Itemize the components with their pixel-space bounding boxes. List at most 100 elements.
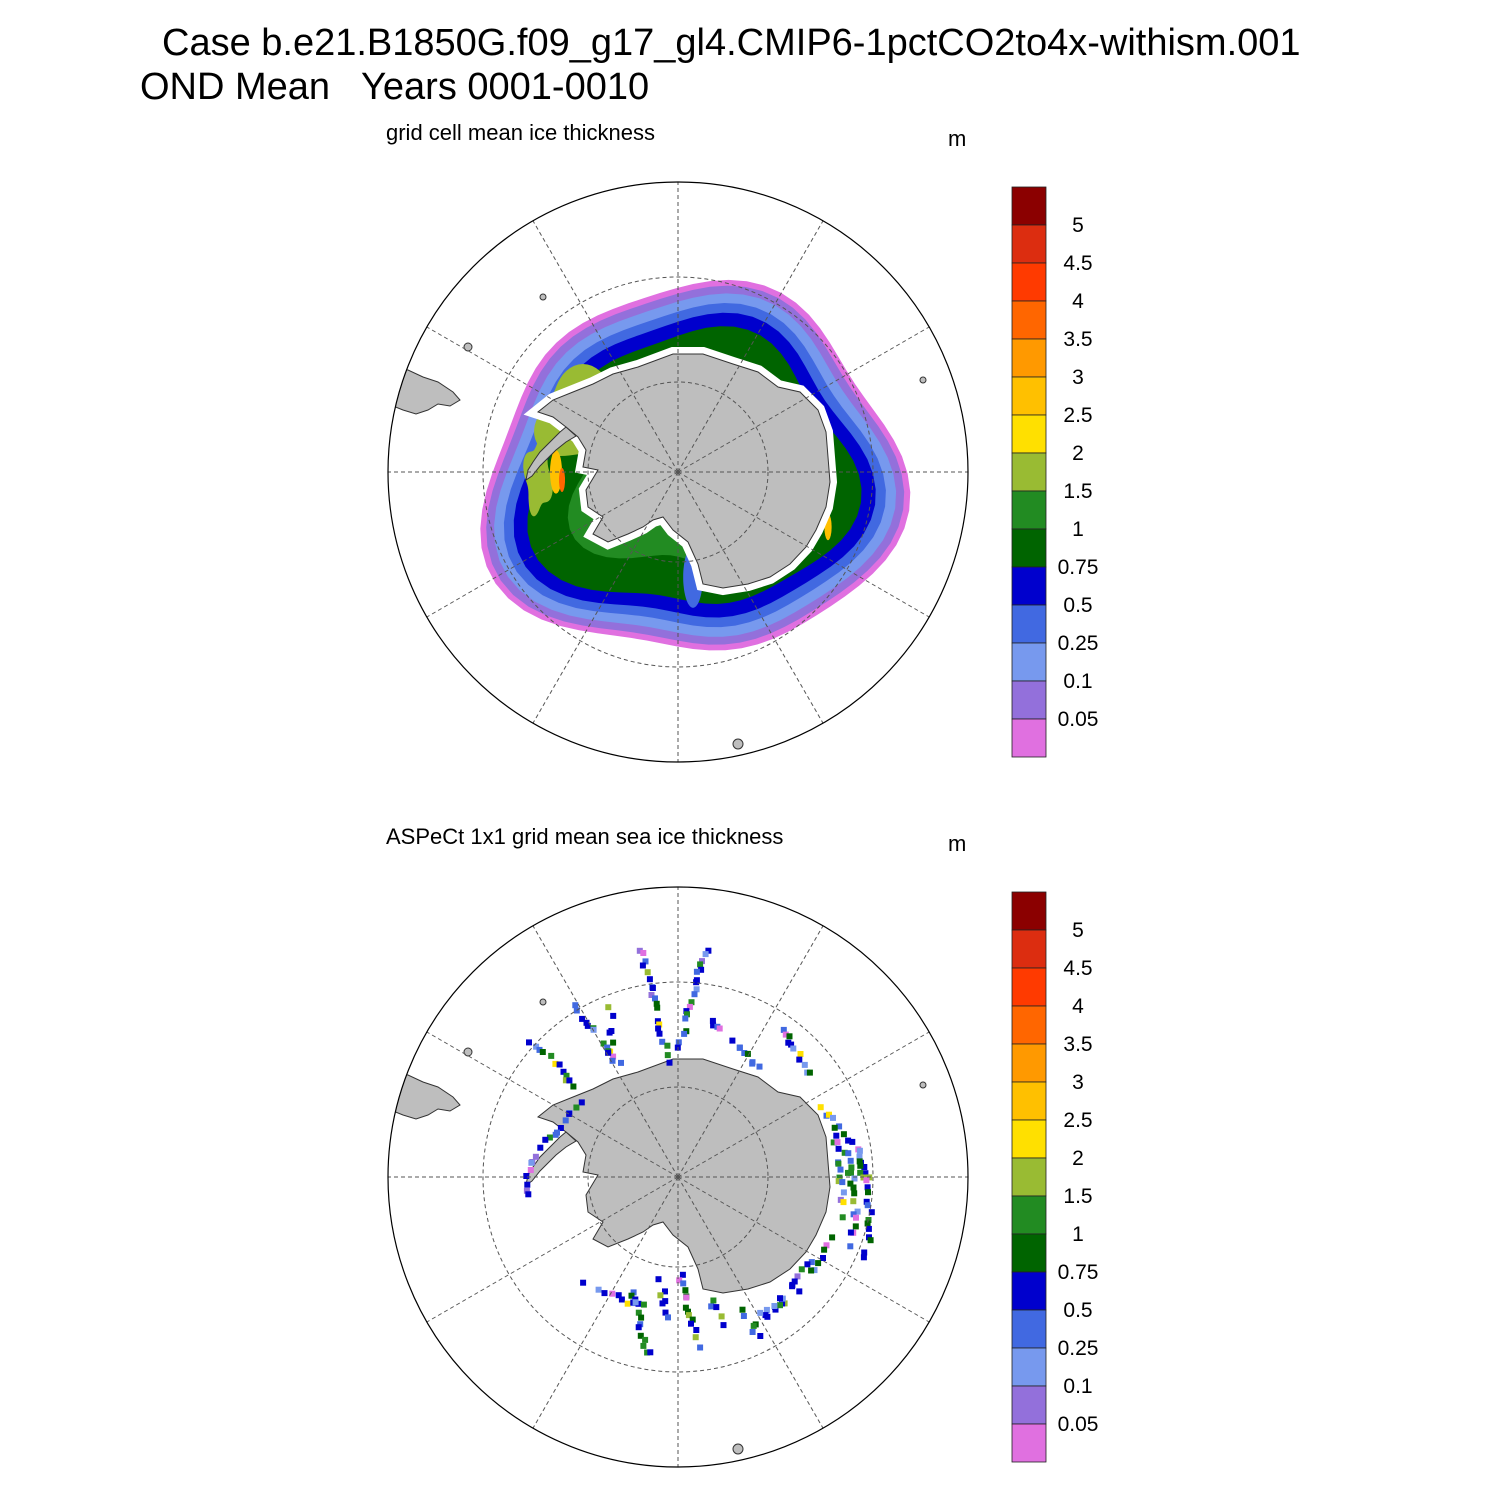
observation-cell (532, 1153, 539, 1160)
observation-cell (563, 1072, 570, 1079)
meridian-line (677, 1031, 930, 1178)
observation-cell (771, 1303, 778, 1309)
observation-cell (749, 1060, 756, 1067)
colorbar-label: 2 (1072, 442, 1084, 465)
observation-cell (682, 1287, 689, 1294)
observation-cell (533, 1043, 540, 1050)
observation-cell (697, 961, 704, 968)
observation-cell (815, 1260, 822, 1267)
observation-cell (850, 1184, 857, 1191)
observation-cell (835, 1178, 842, 1185)
observation-cell (542, 1136, 549, 1143)
observation-cell (595, 1286, 602, 1293)
colorbar-box (1011, 1385, 1047, 1425)
observation-cell (780, 1026, 787, 1033)
island (919, 1081, 927, 1089)
observation-cell (552, 1060, 559, 1067)
colorbar-box (1011, 262, 1047, 302)
observation-cell (850, 1211, 857, 1218)
observation-cell (691, 991, 698, 998)
colorbar-label: 0.05 (1058, 708, 1099, 731)
observation-cell (865, 1189, 871, 1196)
colorbar-box (1011, 224, 1047, 264)
observation-cell (579, 1015, 586, 1022)
colorbar-box (1011, 967, 1047, 1007)
observation-cell (662, 1309, 669, 1316)
observation-cell (851, 1175, 858, 1182)
colorbar-box (1011, 186, 1047, 226)
observation-cell (609, 1290, 616, 1297)
observation-cell (856, 1153, 863, 1160)
colorbar-box (1011, 1271, 1047, 1311)
observation-cell (684, 1011, 690, 1018)
observation-cell (562, 1117, 569, 1124)
observation-cell (656, 1030, 663, 1037)
island (539, 293, 547, 301)
observation-cell (772, 1306, 779, 1313)
observation-cell (830, 1114, 836, 1121)
observation-cell (804, 1261, 811, 1268)
observation-cell (864, 1184, 871, 1191)
observation-cell (756, 1063, 763, 1070)
colorbar-box (1011, 300, 1047, 340)
observation-cell (831, 1124, 838, 1131)
observation-cell (806, 1069, 813, 1076)
observation-cell (590, 1026, 597, 1033)
observation-cell (680, 1280, 687, 1287)
observation-cell (718, 1313, 725, 1320)
falkland-islands (463, 1047, 473, 1057)
observation-cell (642, 1336, 649, 1343)
observation-cell (821, 1246, 828, 1253)
observation-cell (862, 1170, 869, 1177)
meridian-line (426, 326, 679, 473)
observation-cell (856, 1158, 863, 1165)
observation-cell (830, 1139, 837, 1146)
observation-cell (572, 1002, 579, 1009)
colorbar-label: 5 (1072, 214, 1084, 237)
antarctic-peninsula (525, 426, 577, 482)
observation-cell (739, 1306, 746, 1313)
colorbar-box (1011, 1005, 1047, 1045)
observation-cell (552, 1131, 559, 1138)
observation-cell (847, 1243, 854, 1250)
observation-cell (635, 1309, 642, 1316)
observation-cell (610, 1039, 617, 1046)
meridian-line (532, 925, 679, 1178)
observation-cell (740, 1313, 747, 1319)
observation-cell (566, 1110, 573, 1117)
observation-cell (536, 1046, 543, 1053)
observation-cell (856, 1147, 863, 1154)
observation-cell (823, 1242, 830, 1249)
observation-cell (796, 1056, 803, 1063)
observation-cell (849, 1138, 856, 1145)
map-1-body (388, 279, 927, 750)
observation-cell (675, 1039, 682, 1046)
observation-cell (644, 969, 651, 976)
colorbar-label: 5 (1072, 919, 1084, 942)
observation-cell (811, 1267, 818, 1274)
figure-title-case: Case b.e21.B1850G.f09_g17_gl4.CMIP6-1pct… (162, 22, 1301, 64)
observation-cell (860, 1254, 867, 1261)
observation-cell (845, 1137, 852, 1144)
observation-cell (834, 1139, 841, 1146)
colorbar-label: 0.1 (1063, 670, 1092, 693)
observation-cell (841, 1149, 848, 1156)
panel-1-colorbar: 5 4.5 4 3.5 3 2.5 2 1.5 1 0.75 0.5 0.25 0.1 0.05 (1011, 186, 1099, 758)
observation-cell (664, 1042, 671, 1049)
observation-cell (820, 1255, 826, 1261)
observation-cell (640, 1342, 647, 1349)
observation-cell (789, 1283, 796, 1290)
observation-cell (847, 1229, 854, 1236)
observation-cell (854, 1208, 861, 1215)
observation-cell (817, 1104, 824, 1111)
meridian-line (426, 1176, 679, 1323)
island (919, 376, 927, 384)
panel-1-units: m (948, 126, 967, 151)
observation-cell (848, 1164, 855, 1171)
colorbar-box (1011, 1423, 1047, 1463)
meridian-line (677, 326, 930, 473)
observation-cell (648, 992, 655, 998)
meridian-line (677, 220, 824, 473)
observation-cell (665, 1314, 671, 1321)
observation-cell (605, 1004, 612, 1011)
